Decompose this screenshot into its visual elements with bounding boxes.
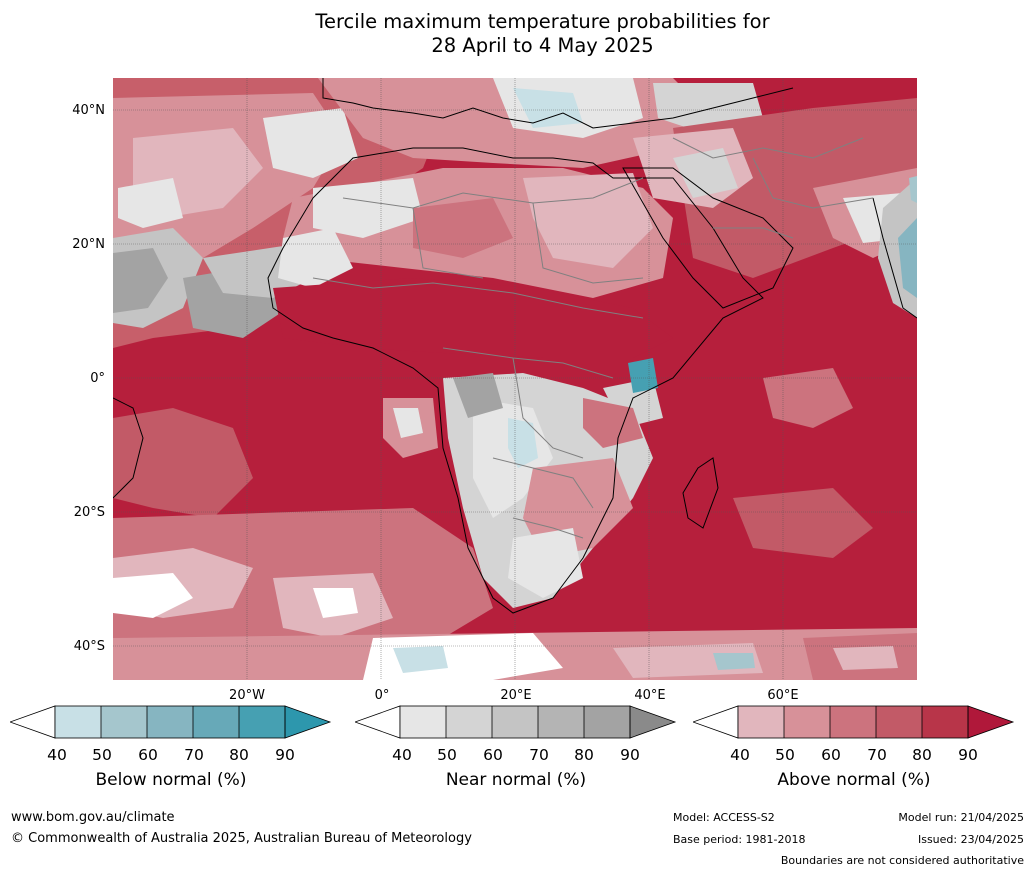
lon-label-20e: 20°E	[500, 688, 532, 703]
legend-below-title: Below normal (%)	[95, 770, 247, 790]
disclaimer-text: Boundaries are not considered authoritat…	[780, 854, 1024, 867]
lat-label-40s: 40°S	[73, 639, 105, 654]
legend-near-tick: 80	[574, 746, 594, 764]
website-link[interactable]: www.bom.gov.au/climate	[11, 810, 175, 825]
legend-above-tick: 50	[775, 746, 795, 764]
map-canvas	[113, 78, 917, 680]
base-period-text: Base period: 1981-2018	[673, 833, 806, 846]
legend-near-tick: 60	[483, 746, 503, 764]
legend-near-tick: 50	[437, 746, 457, 764]
lat-label-20s: 20°S	[73, 505, 105, 520]
title-line-1: Tercile maximum temperature probabilitie…	[315, 10, 770, 33]
legend-below-tick: 90	[275, 746, 295, 764]
legend-below-tick: 50	[92, 746, 112, 764]
lon-label-0: 0°	[374, 688, 390, 703]
lon-label-40e: 40°E	[634, 688, 666, 703]
legend-near-normal: 40 50 60 70 80 90 Near normal (%)	[355, 704, 677, 794]
legend-below-tick: 70	[184, 746, 204, 764]
legend-near-colorbar	[355, 705, 677, 739]
legend-above-tick: 90	[958, 746, 978, 764]
legend-near-title: Near normal (%)	[445, 770, 587, 790]
legend-near-tick: 40	[392, 746, 412, 764]
legend-near-tick: 90	[620, 746, 640, 764]
legend-below-normal: 40 50 60 70 80 90 Below normal (%)	[10, 704, 332, 794]
legend-above-title: Above normal (%)	[777, 770, 931, 790]
map-title: Tercile maximum temperature probabilitie…	[0, 10, 1035, 58]
legend-above-normal: 40 50 60 70 80 90 Above normal (%)	[693, 704, 1015, 794]
probability-map	[113, 78, 917, 680]
legend-above-colorbar	[693, 705, 1015, 739]
lat-label-20n: 20°N	[72, 237, 105, 252]
legend-below-tick: 40	[47, 746, 67, 764]
legend-below-colorbar	[10, 705, 332, 739]
copyright-text: © Commonwealth of Australia 2025, Austra…	[11, 831, 472, 846]
lat-label-equator: 0°	[90, 371, 105, 386]
lat-label-40n: 40°N	[72, 103, 105, 118]
legend-near-tick: 70	[529, 746, 549, 764]
legend-above-tick: 80	[912, 746, 932, 764]
legend-above-tick: 60	[821, 746, 841, 764]
legend-above-tick: 70	[867, 746, 887, 764]
issued-text: Issued: 23/04/2025	[917, 833, 1024, 846]
legend-above-tick: 40	[730, 746, 750, 764]
lon-label-20w: 20°W	[229, 688, 265, 703]
model-text: Model: ACCESS-S2	[673, 811, 775, 824]
legend-below-tick: 80	[229, 746, 249, 764]
lon-label-60e: 60°E	[767, 688, 799, 703]
model-run-text: Model run: 21/04/2025	[898, 811, 1024, 824]
legend-below-tick: 60	[138, 746, 158, 764]
title-line-2: 28 April to 4 May 2025	[431, 34, 654, 57]
